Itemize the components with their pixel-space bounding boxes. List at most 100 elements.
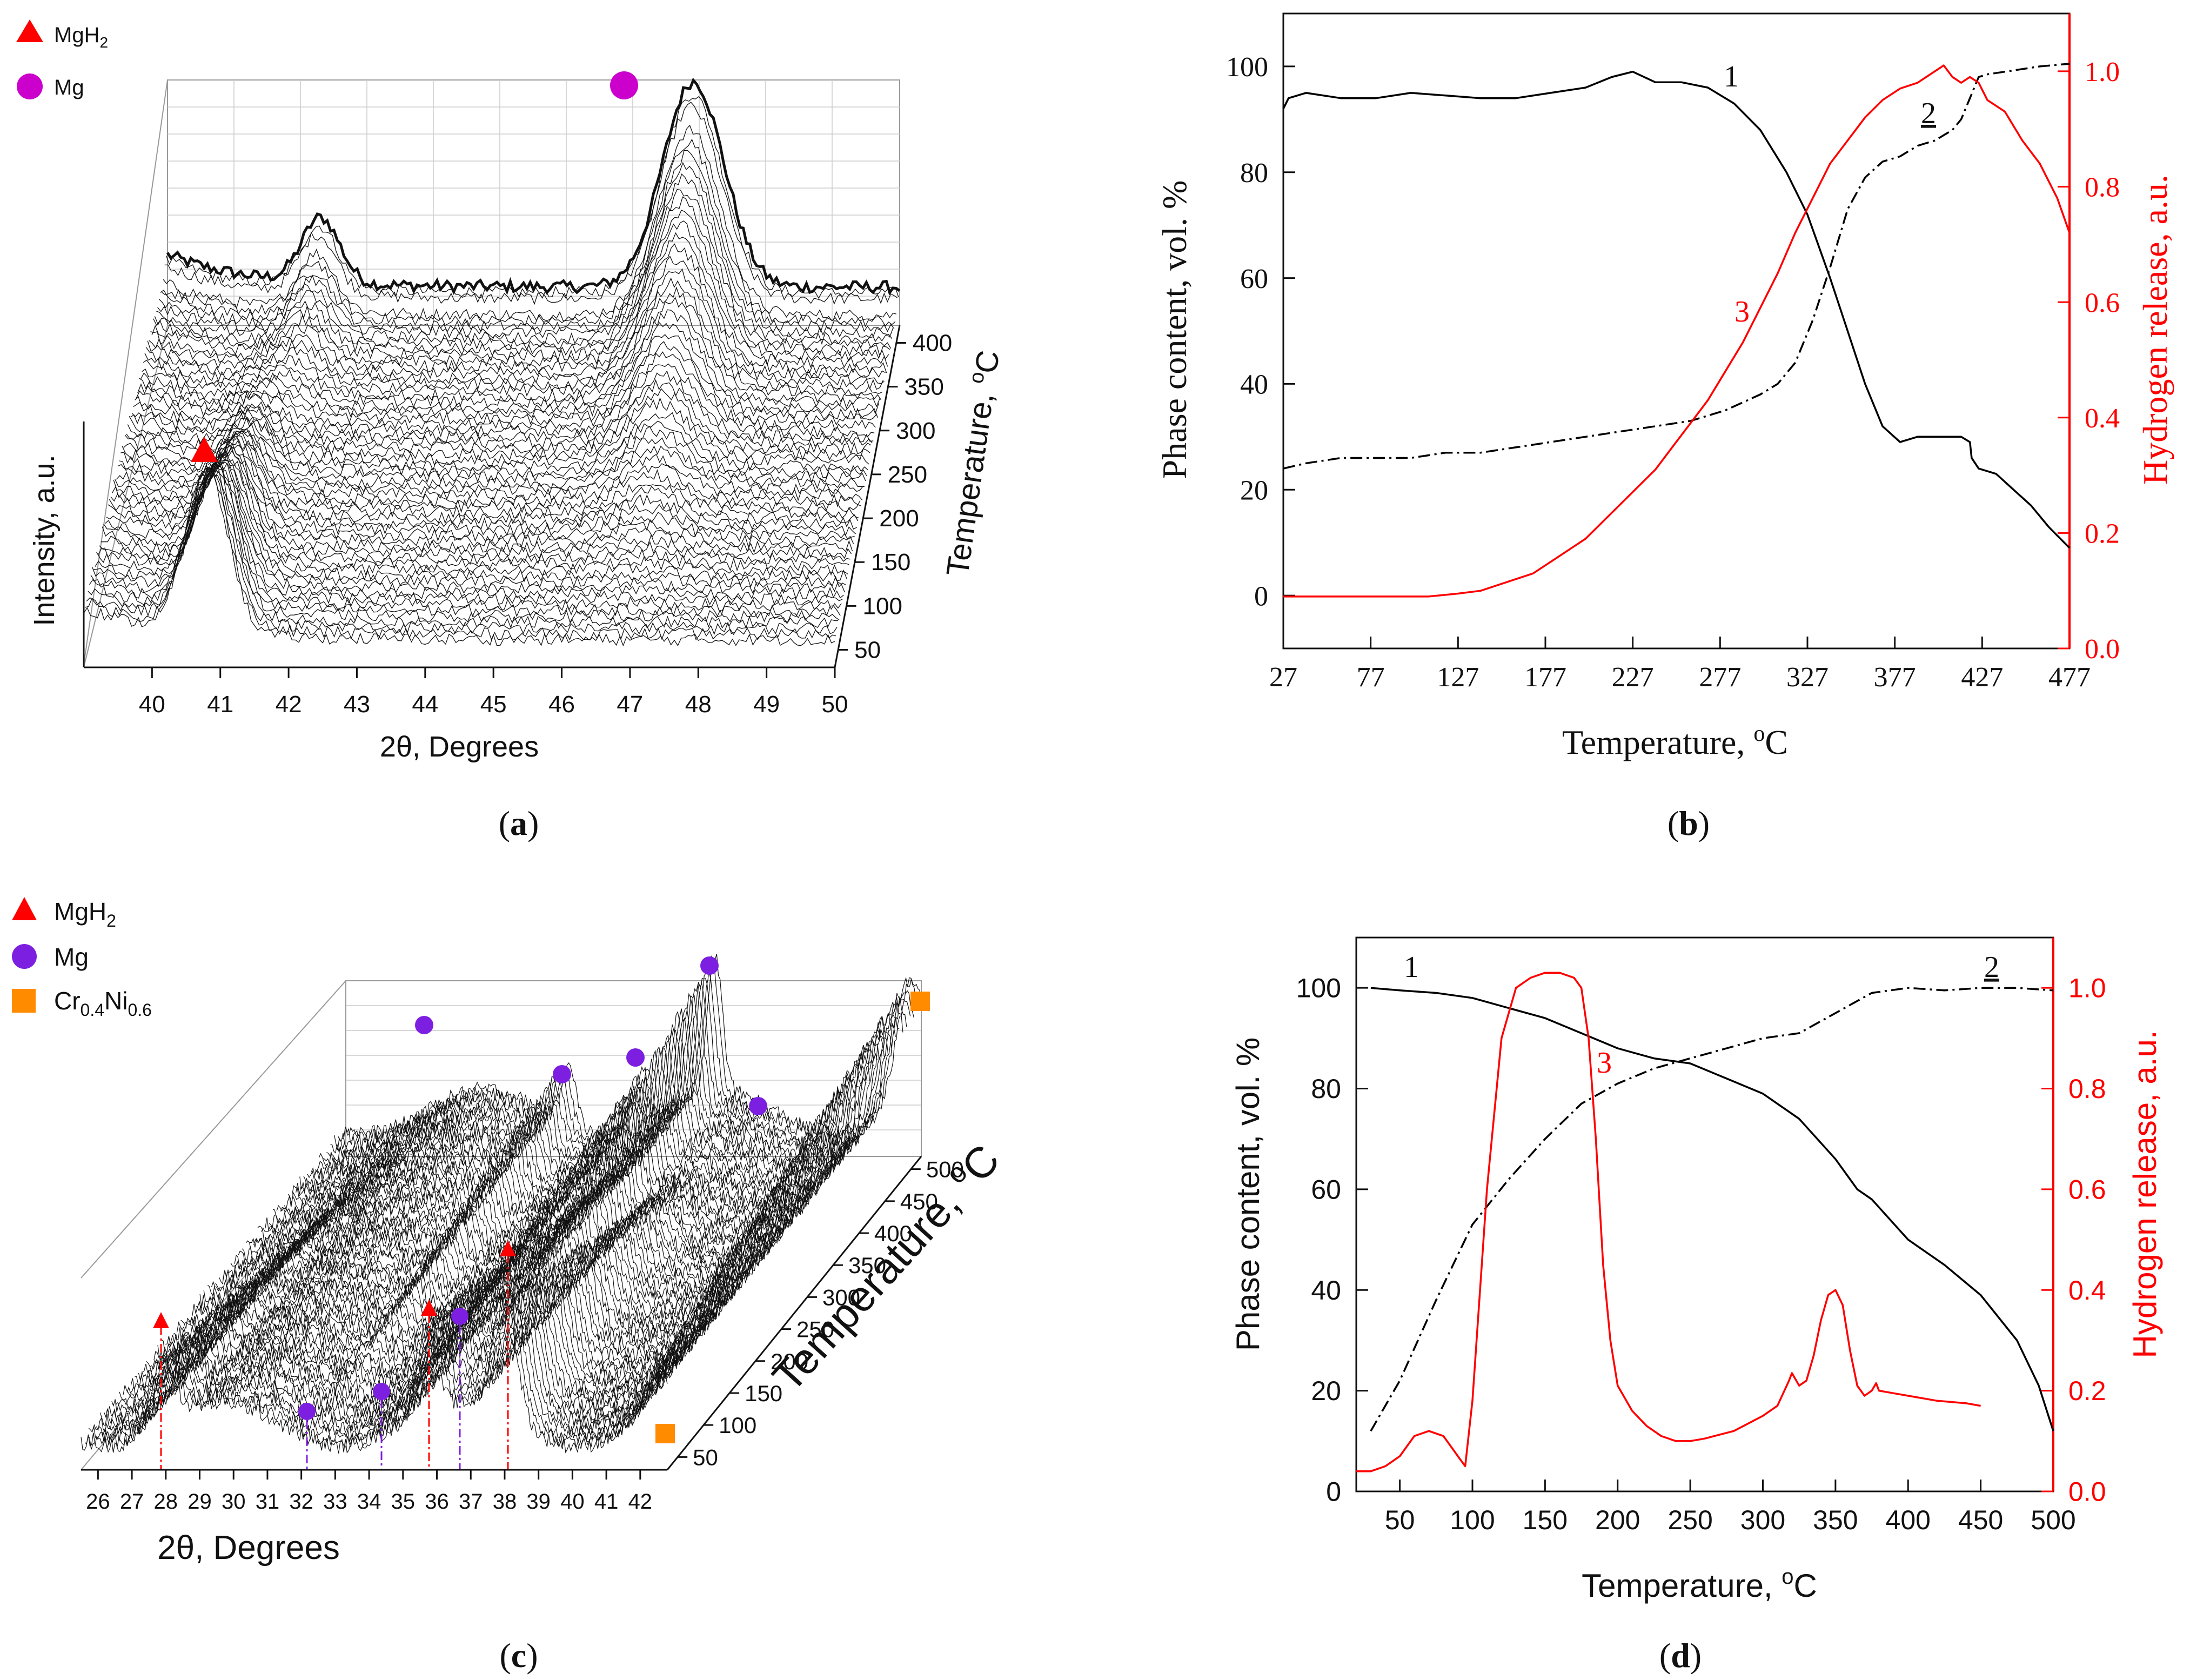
waterfall-trace (90, 467, 841, 618)
panel-a-axes (83, 325, 901, 668)
waterfall-trace (287, 1046, 867, 1209)
waterfall-trace (157, 1244, 741, 1363)
x-tick-label: 26 (86, 1490, 110, 1514)
mg-peak-marker-c-6 (626, 1048, 645, 1067)
waterfall-trace (86, 467, 838, 635)
panel-b-y-ticks: 0 20 40 60 80 100 (1226, 52, 1295, 612)
temperature-tick-label: 500 (926, 1157, 964, 1182)
panel-a-x-ticks: 40 41 42 43 44 45 46 47 48 49 50 (139, 667, 848, 718)
mgh2-peak-marker-c-1 (153, 1312, 169, 1328)
panel-a-peak-markers (191, 71, 638, 462)
temperature-tick-label: 100 (863, 593, 902, 619)
temperature-tick-label: 300 (822, 1284, 860, 1310)
panel-b-curve-label-3: 3 (1734, 295, 1750, 329)
panel-c-waterfall-traces (81, 953, 922, 1454)
waterfall-trace (157, 173, 893, 345)
panel-c-peak-markers (153, 956, 930, 1443)
waterfall-trace (99, 1283, 686, 1430)
panel-a: MgH2 Mg 40 41 42 43 44 45 46 47 48 49 50 50 100 150 2… (16, 19, 1006, 842)
panel-a-caption: (a) (499, 804, 539, 842)
y2-tick-label: 0.0 (2068, 1477, 2106, 1507)
waterfall-trace (136, 341, 876, 432)
temperature-tick-label: 250 (888, 461, 927, 488)
x-tick-label: 42 (628, 1490, 653, 1514)
waterfall-trace (111, 443, 857, 531)
waterfall-trace (92, 1284, 679, 1441)
x-tick-label: 250 (1667, 1505, 1712, 1535)
series-line-1 (1370, 987, 2054, 1431)
y2-tick-label: 0.6 (2068, 1174, 2106, 1204)
temperature-tick-label: 350 (848, 1253, 886, 1278)
x-tick-label: 43 (344, 691, 370, 718)
panel-d-y2-axis-label: Hydrogen release, a.u. (2127, 1030, 2163, 1358)
x-tick-label: 28 (154, 1490, 178, 1514)
panel-b: 27 77 127 177 227 277 327 377 427 477 02040608010… (1155, 12, 2174, 842)
x-tick-label: 39 (526, 1490, 551, 1514)
mg-peak-marker-c-8 (749, 1097, 767, 1115)
x-tick-label: 150 (1523, 1505, 1568, 1535)
waterfall-trace (151, 220, 888, 369)
x-tick-label: 34 (357, 1490, 381, 1514)
panel-b-y2-axis-label: Hydrogen release, a.u. (2136, 175, 2174, 485)
x-tick-label: 427 (1961, 662, 2003, 693)
panel-a-legend: MgH2 Mg (16, 19, 108, 99)
y-tick-label: 80 (1240, 158, 1268, 189)
x-tick-label: 38 (493, 1490, 517, 1514)
waterfall-trace (106, 450, 853, 553)
x-tick-label: 177 (1524, 662, 1566, 693)
y2-tick-label: 0.6 (2085, 287, 2120, 318)
y-tick-label: 80 (1311, 1074, 1341, 1104)
x-tick-label: 450 (1958, 1505, 2003, 1535)
waterfall-trace (314, 1007, 893, 1177)
legend-label-mg-a: Mg (54, 76, 84, 99)
y-tick-label: 0 (1326, 1477, 1341, 1507)
x-tick-label: 277 (1699, 662, 1741, 693)
waterfall-trace (144, 277, 882, 397)
x-tick-label: 48 (685, 691, 712, 718)
y-tick-label: 60 (1240, 264, 1268, 294)
waterfall-trace (116, 435, 861, 513)
waterfall-trace (153, 210, 889, 363)
x-tick-label: 42 (276, 691, 302, 718)
mg-peak-marker-c-4 (415, 1016, 433, 1034)
waterfall-trace (120, 429, 864, 496)
x-tick-label: 27 (1269, 662, 1297, 693)
y2-tick-label: 0.8 (2085, 172, 2120, 203)
x-tick-label: 100 (1450, 1505, 1495, 1535)
waterfall-trace (166, 77, 901, 296)
legend-label-mg-c: Mg (54, 943, 89, 971)
panel-d-curve-label-1: 1 (1404, 951, 1419, 984)
waterfall-trace (122, 428, 865, 490)
panel-d-caption: (d) (1659, 1636, 1702, 1675)
x-tick-label: 44 (412, 691, 438, 718)
y-tick-label: 20 (1311, 1376, 1341, 1406)
mg-peak-marker-c-3 (451, 1308, 468, 1325)
x-tick-label: 35 (391, 1490, 416, 1514)
x-tick-label: 77 (1357, 662, 1385, 693)
x-tick-label: 50 (1385, 1505, 1415, 1535)
panel-b-series (1282, 63, 2071, 598)
y2-tick-label: 1.0 (2085, 57, 2120, 88)
series-line-3 (1283, 64, 2071, 598)
waterfall-trace (115, 436, 859, 519)
y-tick-label: 100 (1296, 973, 1341, 1003)
panel-d-series (1356, 972, 2054, 1472)
mg-peak-marker-a (610, 71, 638, 99)
waterfall-trace (135, 351, 875, 438)
panel-d: 50 100 150 200 250 300 350 400 450 500 0 20 40 60 80 1… (1230, 936, 2163, 1675)
y2-tick-label: 0.2 (2068, 1376, 2106, 1406)
x-tick-label: 49 (753, 691, 780, 718)
waterfall-trace (160, 150, 895, 333)
temperature-tick-label: 400 (874, 1221, 912, 1246)
panel-d-x-ticks: 50 100 150 200 250 300 350 400 450 500 (1385, 1480, 2076, 1535)
waterfall-trace (150, 232, 887, 374)
panel-a-x-axis-label: 2θ, Degrees (380, 731, 539, 763)
mgh2-peak-marker-c-3 (500, 1240, 516, 1256)
y-tick-label: 40 (1311, 1275, 1341, 1306)
x-tick-label: 41 (594, 1490, 619, 1514)
waterfall-trace (113, 439, 859, 525)
temperature-tick-label: 250 (796, 1317, 834, 1342)
x-tick-label: 50 (822, 691, 848, 718)
x-tick-label: 32 (289, 1490, 313, 1514)
